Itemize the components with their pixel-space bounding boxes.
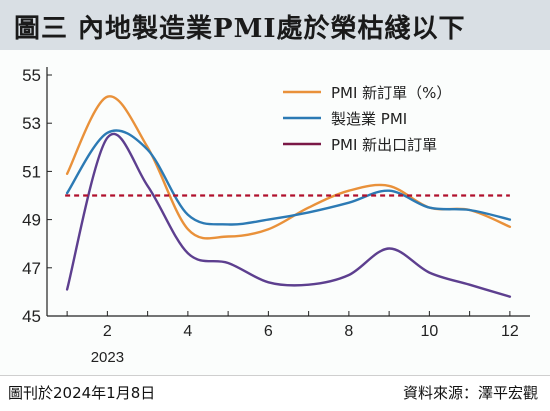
x-tick-label: 6 — [264, 323, 273, 340]
x-tick-label: 4 — [183, 323, 192, 340]
footer-bar: 圖刊於2024年1月8日 資料來源：澤平宏觀 — [0, 375, 550, 411]
line-chart: 45 47 49 51 53 55 2 4 6 8 10 12 2023 PMI 新訂單（%） 製造業 PM… — [22, 66, 530, 366]
y-tick-label: 53 — [22, 114, 41, 133]
y-tick-label: 51 — [22, 162, 41, 181]
x-year-label: 2023 — [91, 349, 124, 366]
new-export-orders-line — [65, 133, 512, 298]
title-bar: 圖三 內地製造業PMI處於榮枯綫以下 — [0, 0, 550, 51]
y-tick-label: 49 — [22, 211, 41, 230]
source-note: 資料來源：澤平宏觀 — [402, 384, 538, 402]
y-tick-label: 55 — [22, 66, 41, 85]
publish-date-note: 圖刊於2024年1月8日 — [8, 384, 156, 402]
legend-manufacturing-pmi-label: 製造業 PMI — [331, 110, 407, 128]
x-tick-label: 10 — [420, 323, 438, 340]
y-tick-label: 47 — [22, 259, 41, 278]
x-tick-label: 2 — [103, 323, 112, 340]
legend-new-orders-label: PMI 新訂單（%） — [331, 84, 451, 102]
chart-title: 圖三 內地製造業PMI處於榮枯綫以下 — [14, 14, 466, 44]
x-tick-label: 8 — [344, 323, 353, 340]
plot-area: 45 47 49 51 53 55 2 4 6 8 10 12 2023 PMI 新訂單（%） 製造業 PM… — [0, 50, 550, 375]
manufacturing-pmi-line — [65, 129, 512, 226]
legend-new-export-orders-label: PMI 新出口訂單 — [331, 136, 437, 154]
y-tick-label: 45 — [22, 307, 41, 326]
x-tick-label: 12 — [501, 323, 519, 340]
